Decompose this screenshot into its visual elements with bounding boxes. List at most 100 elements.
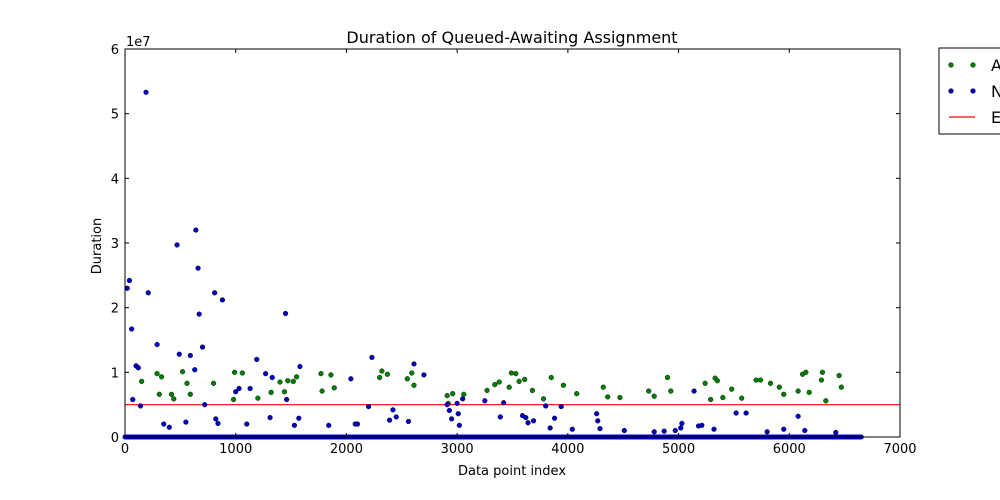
data-point-series-0-61 [753,377,759,383]
data-point-series-0-19 [294,374,300,380]
data-point-series-1-12 [174,242,180,248]
data-point-series-0-47 [600,384,606,390]
data-point-series-0-10 [230,396,237,403]
data-point-series-0-41 [522,376,528,383]
data-point-series-0-59 [729,386,735,392]
data-point-series-1-19 [196,311,202,317]
data-point-series-0-15 [277,379,283,385]
data-point-series-1-75 [661,428,667,434]
data-point-series-1-60 [501,400,507,406]
data-point-series-1-62 [523,415,529,421]
data-point-series-1-82 [711,426,717,432]
data-point-series-1-31 [263,371,269,377]
legend-marker-1-b [970,88,976,94]
data-point-series-0-17 [285,378,291,384]
data-point-series-0-37 [506,384,512,390]
data-point-series-1-86 [781,426,787,432]
data-point-series-0-51 [651,393,657,399]
data-point-series-1-59 [497,414,503,420]
data-point-series-1-88 [802,427,808,434]
data-point-series-0-11 [232,369,238,375]
data-point-series-0-60 [739,395,745,401]
data-point-series-0-71 [819,369,826,375]
data-point-series-1-23 [213,416,219,422]
data-point-series-0-64 [776,384,782,390]
chart-title: Duration of Queued-Awaiting Assignment [346,28,677,47]
data-point-series-1-72 [597,425,603,432]
data-point-series-1-52 [446,407,452,414]
data-point-series-1-38 [297,363,303,370]
data-point-series-0-50 [646,388,652,394]
data-point-series-1-27 [236,385,242,392]
data-point-series-0-57 [714,378,720,384]
data-point-series-1-15 [187,352,193,359]
data-point-series-1-9 [154,341,160,348]
data-point-series-1-51 [444,402,450,408]
data-point-series-1-11 [166,424,172,430]
data-point-series-0-25 [379,368,385,374]
data-point-series-1-89 [833,429,839,436]
x-tick-label-1: 1000 [219,442,252,457]
data-point-series-0-73 [836,372,842,379]
data-point-series-0-0 [139,378,145,384]
data-point-series-1-78 [679,420,685,427]
data-point-series-0-28 [409,370,415,376]
data-point-series-1-21 [202,402,208,408]
data-point-series-1-35 [284,396,290,403]
data-point-series-1-28 [244,421,250,427]
data-point-series-1-40 [348,376,354,382]
data-point-series-1-55 [455,411,461,417]
data-point-series-1-0 [124,285,130,291]
data-point-series-1-5 [135,365,141,371]
data-point-series-0-30 [444,393,450,399]
data-point-series-1-33 [269,374,275,381]
y-tick-label-4: 4 [111,172,119,187]
data-point-series-0-9 [210,380,217,386]
data-point-series-0-39 [513,371,519,377]
data-point-series-0-65 [781,391,787,397]
data-point-series-0-22 [328,372,334,378]
y-tick-label-0: 0 [111,431,119,446]
data-point-series-0-49 [617,394,623,401]
data-point-series-1-29 [247,385,253,392]
data-point-series-1-74 [651,429,657,435]
data-point-series-0-26 [384,371,390,377]
data-point-series-0-6 [179,369,186,375]
data-point-series-0-3 [158,374,165,380]
data-point-series-0-1 [154,371,160,377]
data-point-series-1-16 [192,367,198,373]
x-tick-label-4: 4000 [551,442,584,457]
data-point-series-0-42 [529,387,536,394]
x-tick-label-7: 7000 [883,442,916,457]
data-point-series-0-29 [411,382,417,388]
data-point-series-1-25 [219,297,226,303]
data-point-series-0-2 [156,391,162,397]
data-point-series-0-58 [720,394,726,401]
data-point-series-0-18 [290,378,296,384]
y-tick-label-1: 1 [111,366,119,381]
y-tick-label-2: 2 [111,302,119,317]
data-point-series-0-13 [255,395,261,401]
data-point-series-1-6 [137,403,144,409]
data-point-series-1-67 [551,415,558,421]
data-point-series-1-84 [743,410,749,416]
data-point-series-0-74 [838,384,844,390]
legend-marker-0-a [948,62,954,68]
data-point-series-1-76 [672,427,678,434]
data-point-series-0-12 [239,370,245,376]
data-point-series-1-34 [282,310,289,317]
data-point-series-0-14 [268,389,274,395]
data-point-series-0-8 [187,391,193,397]
data-point-series-1-69 [569,426,575,432]
data-point-series-1-83 [733,410,739,416]
data-point-series-1-79 [691,388,697,394]
data-point-series-0-68 [803,369,809,375]
data-point-series-1-66 [547,425,553,431]
data-point-series-1-7 [143,89,149,95]
legend: ANE [938,47,1000,135]
data-point-series-0-69 [806,389,812,395]
data-point-series-1-14 [183,419,189,425]
data-point-series-1-58 [482,398,488,404]
data-point-series-1-32 [267,415,273,421]
